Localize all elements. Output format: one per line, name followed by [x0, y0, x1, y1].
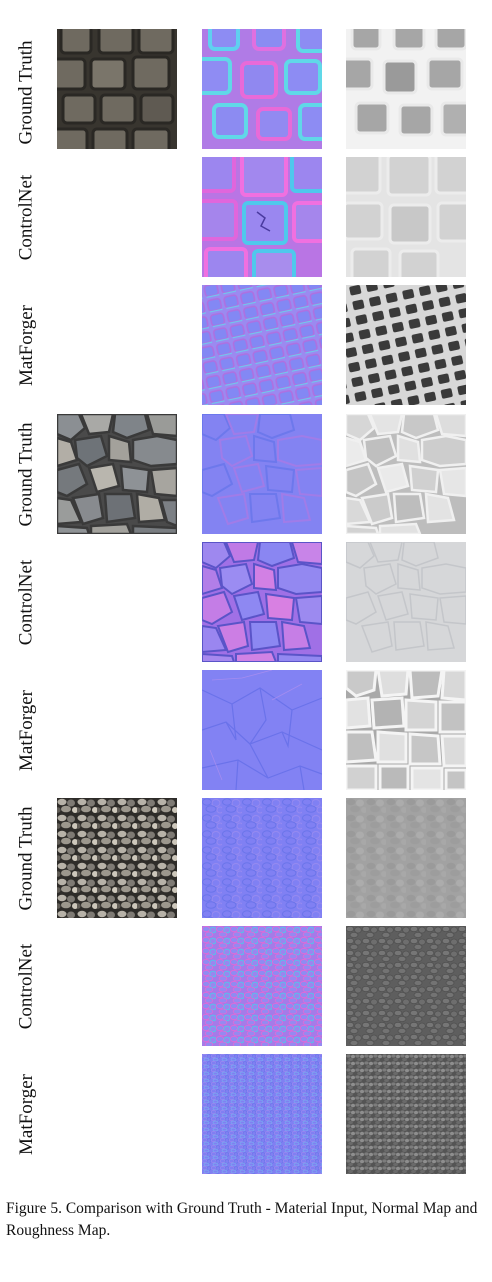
normal-map-image	[202, 157, 322, 277]
normal-map-image	[202, 926, 322, 1046]
roughness-map-image	[346, 29, 466, 149]
row-label-2: MatForger	[15, 304, 37, 386]
roughness-map-image	[346, 285, 466, 405]
normal-map-image	[202, 670, 322, 790]
normal-map-image	[202, 29, 322, 149]
material-input-image	[57, 414, 177, 534]
row-label-6: Ground Truth	[15, 806, 37, 910]
row-label-8: MatForger	[15, 1073, 37, 1155]
normal-map-image	[202, 542, 322, 662]
normal-map-image	[202, 285, 322, 405]
material-input-image	[57, 798, 177, 918]
normal-map-image	[202, 798, 322, 918]
material-input-image	[57, 29, 177, 149]
row-label-4: ControlNet	[15, 559, 37, 645]
normal-map-image	[202, 414, 322, 534]
roughness-map-image	[346, 798, 466, 918]
roughness-map-image	[346, 670, 466, 790]
figure-caption: Figure 5. Comparison with Ground Truth -…	[6, 1200, 478, 1239]
roughness-map-image	[346, 414, 466, 534]
roughness-map-image	[346, 542, 466, 662]
row-label-7: ControlNet	[15, 943, 37, 1029]
roughness-map-image	[346, 1054, 466, 1174]
roughness-map-image	[346, 926, 466, 1046]
normal-map-image	[202, 1054, 322, 1174]
row-label-1: ControlNet	[15, 174, 37, 260]
row-label-0: Ground Truth	[15, 40, 37, 144]
row-label-3: Ground Truth	[15, 422, 37, 526]
row-label-5: MatForger	[15, 689, 37, 771]
roughness-map-image	[346, 157, 466, 277]
